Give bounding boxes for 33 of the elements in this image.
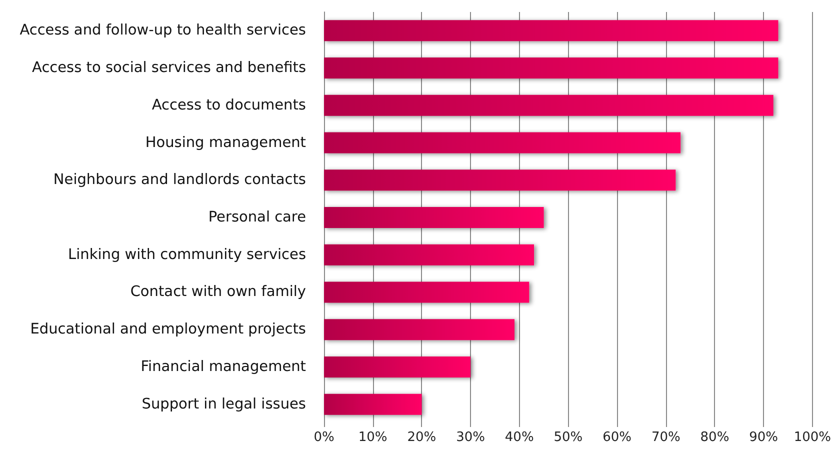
x-tick-label: 50% — [554, 430, 583, 445]
x-tick-label: 60% — [602, 430, 632, 445]
y-tick-label: Financial management — [140, 358, 306, 375]
x-tick-label: 70% — [651, 430, 680, 445]
bar — [324, 132, 681, 154]
x-tick-label: 10% — [358, 430, 388, 445]
x-tick-label: 40% — [504, 430, 534, 445]
y-tick-label: Support in legal issues — [142, 396, 306, 412]
y-tick-label: Access and follow-up to health services — [20, 22, 306, 39]
y-tick-label: Housing management — [145, 134, 306, 151]
y-tick-label: Contact with own family — [130, 284, 306, 300]
x-tick-label: 30% — [456, 430, 485, 445]
y-tick-label: Linking with community services — [68, 246, 306, 263]
bar — [324, 282, 530, 303]
y-tick-label: Access to social services and benefits — [32, 60, 306, 76]
x-tick-label: 20% — [407, 430, 436, 445]
y-tick-label: Access to documents — [152, 97, 306, 114]
x-tick-label: 90% — [749, 430, 778, 445]
x-tick-label: 80% — [700, 430, 730, 445]
x-tick-label: 100% — [794, 430, 832, 445]
bar — [324, 394, 422, 415]
bar — [324, 170, 676, 191]
bar — [324, 319, 514, 340]
bar — [324, 356, 471, 378]
bar — [324, 244, 534, 266]
y-tick-label: Personal care — [208, 210, 306, 226]
bar — [324, 94, 774, 116]
x-tick-label: 0% — [314, 430, 334, 445]
y-tick-label: Educational and employment projects — [30, 322, 306, 338]
bar — [324, 20, 778, 42]
y-tick-label: Neighbours and landlords contacts — [53, 172, 306, 188]
bar — [324, 58, 778, 79]
bar — [324, 207, 544, 228]
